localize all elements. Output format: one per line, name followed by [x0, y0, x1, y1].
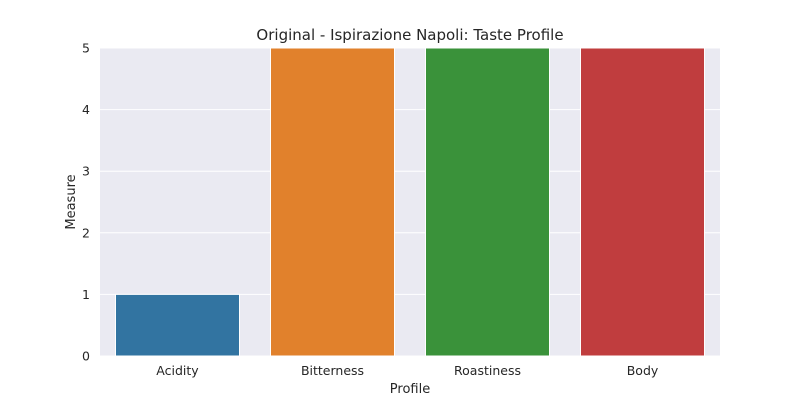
y-tick-label: 3: [82, 164, 90, 179]
y-tick-label: 2: [82, 225, 90, 240]
x-tick-label: Bitterness: [301, 363, 364, 378]
y-tick-label: 5: [82, 41, 90, 56]
x-axis-ticks: Acidity Bitterness Roastiness Body: [156, 363, 659, 378]
x-tick-label: Acidity: [156, 363, 199, 378]
x-tick-label: Body: [627, 363, 659, 378]
bar-acidity: [115, 293, 240, 357]
chart-title: Original - Ispirazione Napoli: Taste Pro…: [256, 26, 563, 44]
bars: [115, 47, 705, 357]
y-tick-label: 0: [82, 349, 90, 364]
bar-body: [580, 47, 705, 357]
y-tick-label: 1: [82, 287, 90, 302]
x-tick-label: Roastiness: [454, 363, 521, 378]
y-axis-label: Measure: [64, 174, 79, 229]
y-tick-label: 4: [82, 102, 90, 117]
bar-roastiness: [425, 47, 550, 357]
y-axis-ticks: 0 1 2 3 4 5: [82, 41, 90, 364]
x-axis-label: Profile: [390, 382, 430, 397]
bar-bitterness: [270, 47, 395, 357]
